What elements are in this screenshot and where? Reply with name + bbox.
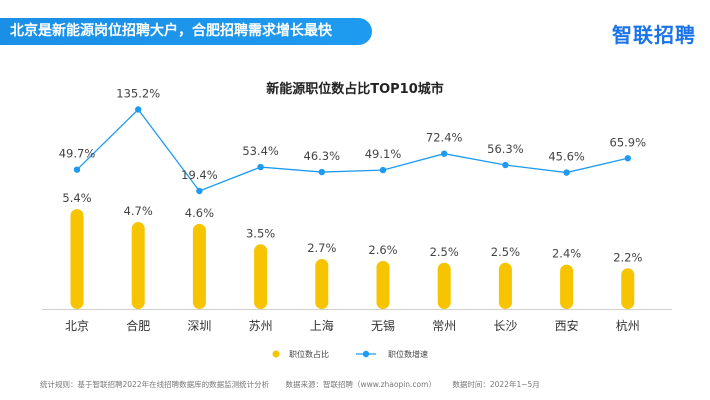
x-tick-label: 无锡 [371,318,395,333]
x-tick-label: 长沙 [493,319,517,333]
zhaopin-logo: 智联招聘 [612,23,696,47]
growth-point [135,106,142,113]
bar [560,264,574,309]
bar-data-label: 2.2% [613,250,642,264]
growth-data-label: 46.3% [304,149,341,163]
growth-point [502,161,509,169]
growth-point [318,168,325,176]
x-tick-label: 合肥 [126,318,150,333]
bar-data-label: 2.7% [307,241,336,255]
growth-line [76,108,628,192]
x-tick-label: 上海 [310,318,334,333]
growth-point [563,169,570,176]
bar-data-label: 2.5% [430,245,459,259]
growth-data-label: 65.9% [610,135,647,149]
legend-bar-label: 职位数占比 [289,349,329,359]
bar-data-label: 2.4% [552,247,581,261]
legend-line-marker [362,350,370,358]
x-tick-label: 深圳 [187,319,211,333]
x-tick-label: 常州 [432,319,456,333]
bar [131,222,145,309]
footer: 统计规则：基于智联招聘2022年在线招聘数据库的数据监测统计分析 数据来源：智联… [40,379,554,390]
x-tick-label: 杭州 [616,318,640,333]
growth-data-label: 49.7% [59,147,96,161]
growth-data-label: 45.6% [548,150,585,164]
bar-data-label: 2.5% [491,245,520,259]
footer-method: 统计规则：基于智联招聘2022年在线招聘数据库的数据监测统计分析 [40,380,270,389]
growth-data-label: 135.2% [116,86,160,100]
legend-bar-swatch [272,350,280,358]
growth-point [196,187,203,195]
x-tick-label: 苏州 [249,319,273,333]
bar-data-label: 2.6% [368,243,397,257]
bar [437,262,451,309]
growth-data-label: 53.4% [242,144,279,158]
footer-period: 数据时间：2022年1~5月 [452,380,540,389]
growth-point [624,155,631,162]
growth-data-label: 72.4% [426,131,463,145]
chart-title: 新能源职位数占比TOP10城市 [266,82,444,97]
growth-point [379,166,387,174]
bar [376,260,390,309]
bar-data-label: 5.4% [62,191,91,205]
bar-data-label: 3.5% [246,226,275,240]
bar-data-label: 4.6% [185,206,214,220]
bar [498,262,512,309]
x-tick-label: 北京 [65,319,89,333]
x-tick-label: 西安 [555,318,579,333]
bar [192,223,206,309]
growth-point [73,166,81,173]
growth-point [441,150,448,157]
growth-data-label: 49.1% [365,147,402,161]
bar [254,244,268,309]
growth-data-label: 19.4% [181,168,218,182]
bar [621,268,635,309]
growth-point [257,163,264,171]
growth-data-label: 56.3% [487,142,524,156]
footer-source: 数据来源：智联招聘（www.zhaopin.com） [285,380,436,389]
bar-data-label: 4.7% [124,204,153,218]
bar [315,259,329,309]
headline-banner: 北京是新能源岗位招聘大户，合肥招聘需求增长最快 [0,18,372,45]
bar [70,209,84,309]
legend-line-label: 职位数增速 [388,349,428,359]
